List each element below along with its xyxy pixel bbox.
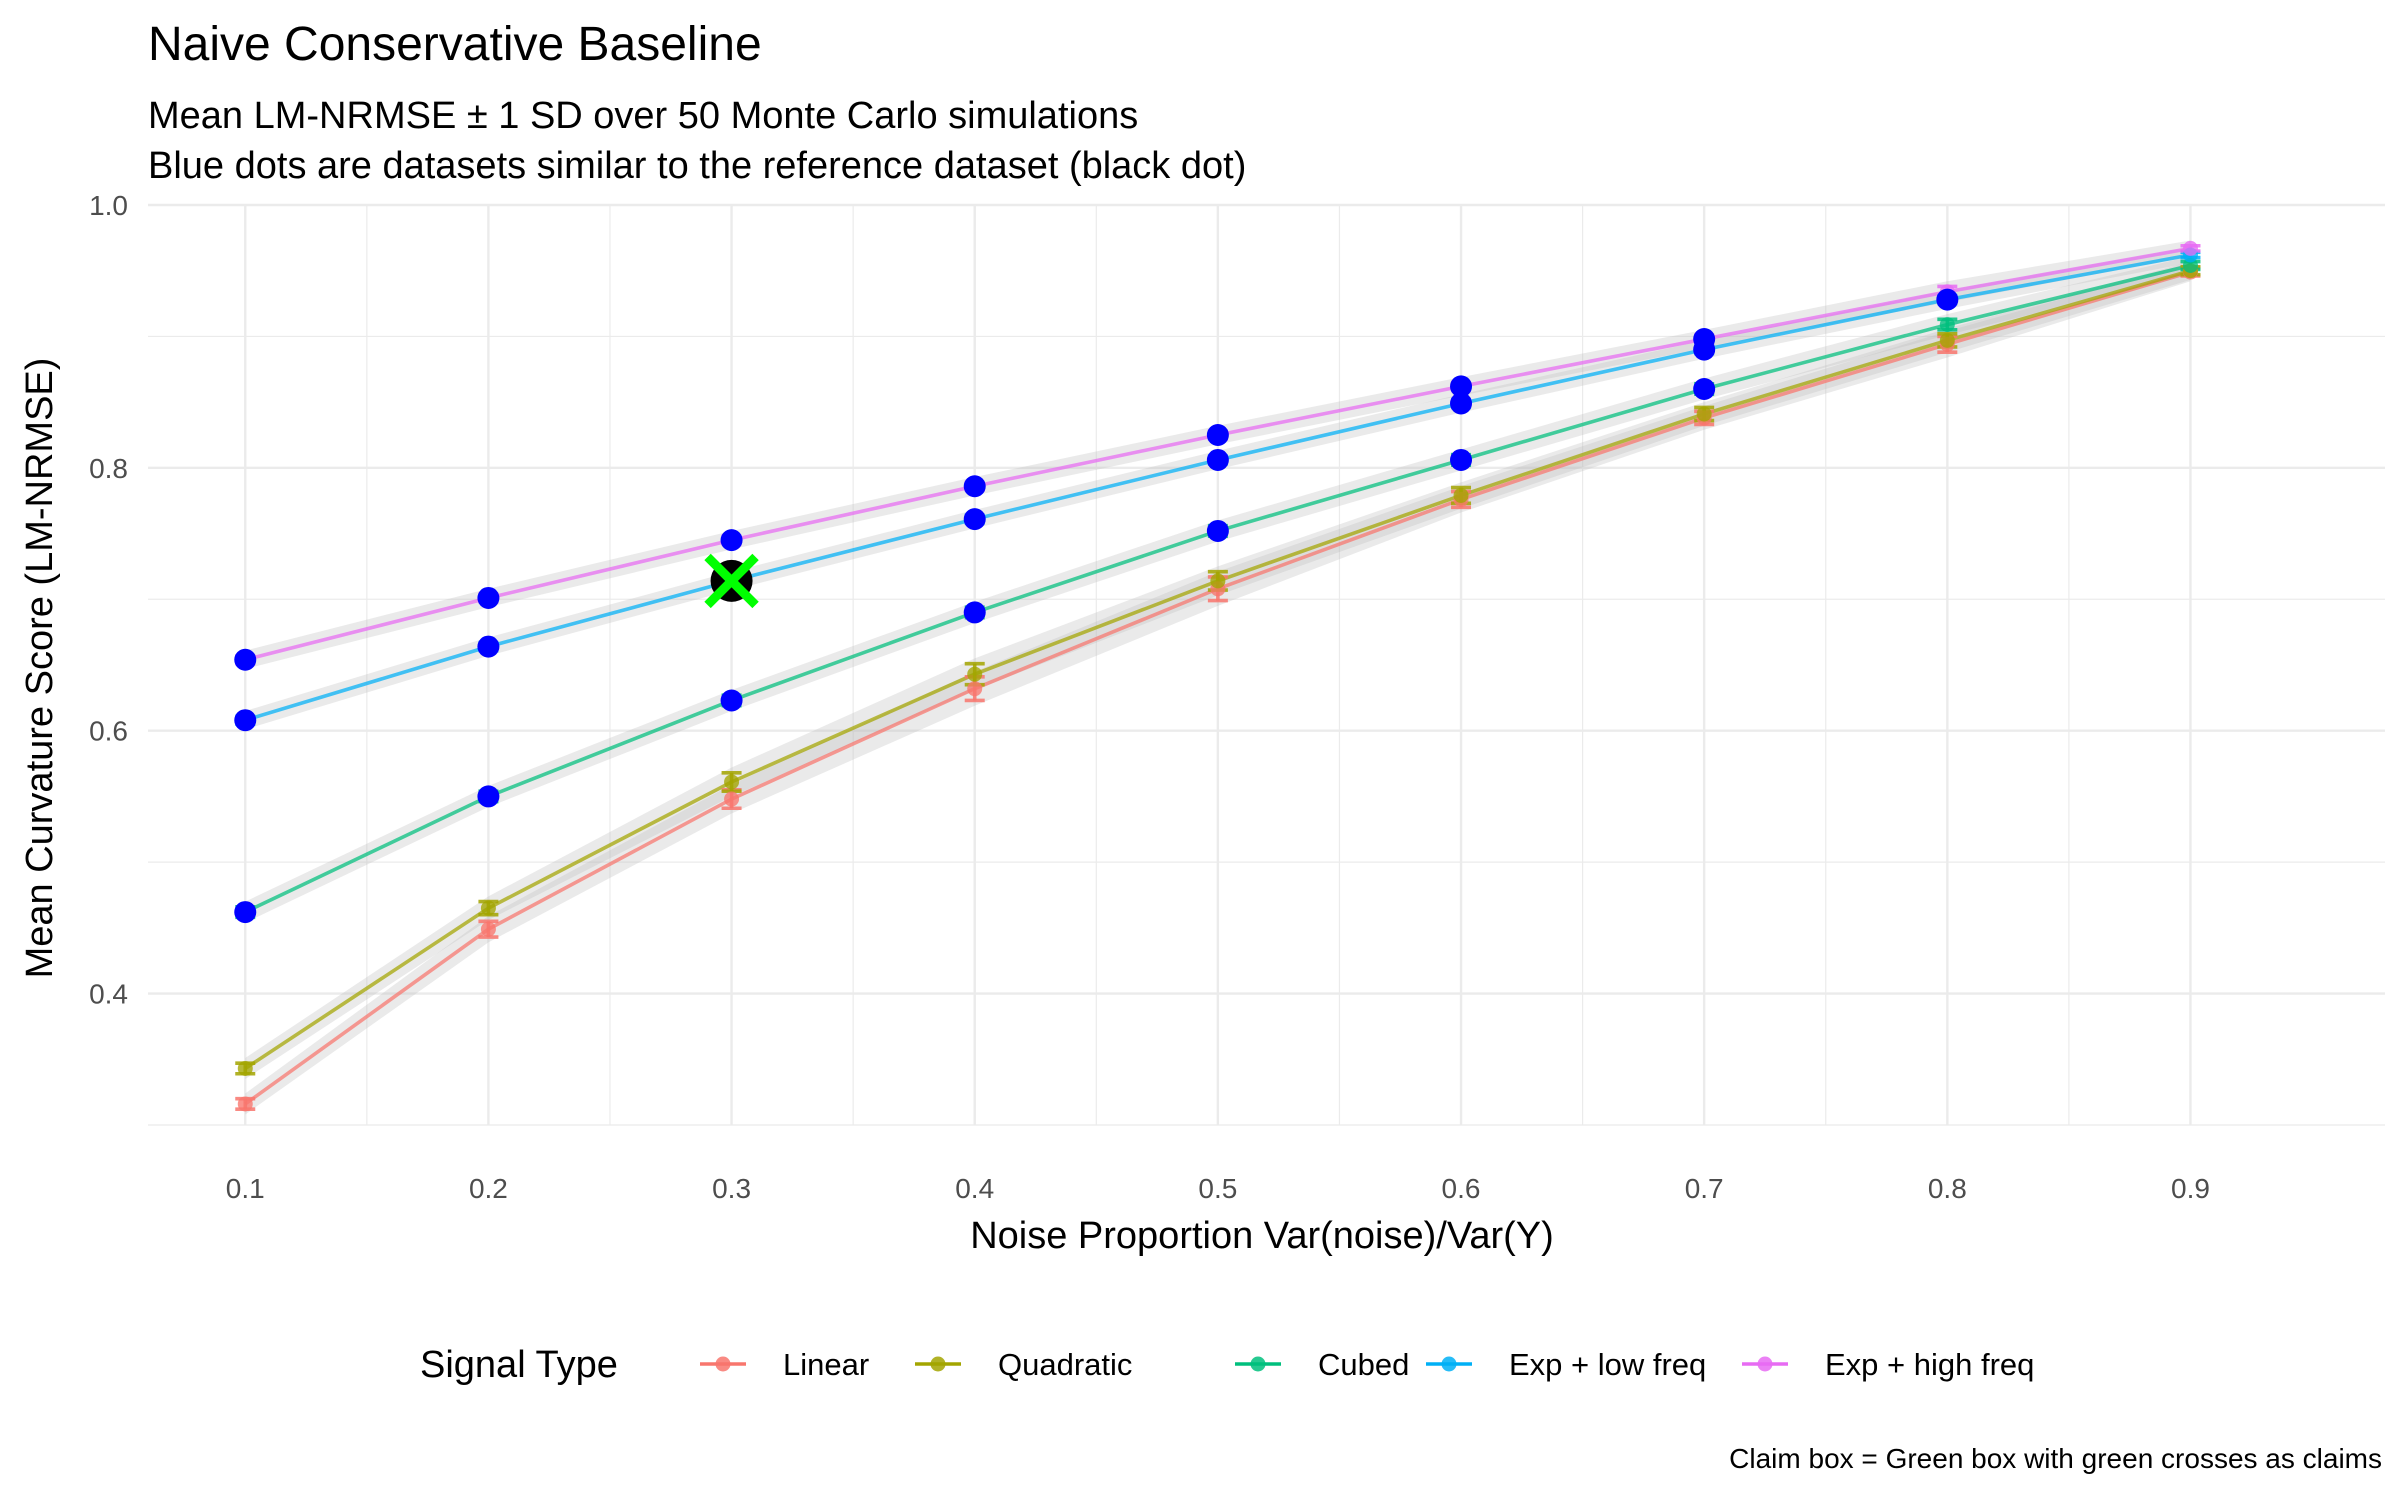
legend-entry-exp-low-freq: Exp + low freq [1426, 1347, 1706, 1382]
legend-key-point [1441, 1356, 1457, 1372]
similar-dataset-points [234, 288, 1959, 924]
similar-dataset-point [1206, 424, 1229, 446]
similar-dataset-point [1450, 392, 1473, 415]
x-tick-label: 0.6 [1442, 1173, 1481, 1204]
sd-ribbon-exp-low-freq [245, 247, 2191, 730]
sd-ribbon-cubed [245, 256, 2191, 923]
similar-dataset-point [234, 901, 257, 924]
data-point-exp-high-freq [2182, 240, 2198, 256]
similar-dataset-point [234, 648, 257, 671]
x-axis-title: Noise Proportion Var(noise)/Var(Y) [970, 1215, 1554, 1257]
legend-key-point [1250, 1356, 1266, 1372]
legend-entries: Linear Quadratic Cubed Exp + low freq Exp + … [700, 1347, 2034, 1382]
data-point-quadratic [724, 774, 740, 790]
x-tick-label: 0.3 [712, 1173, 751, 1204]
chart-subtitle-line-1: Mean LM-NRMSE ± 1 SD over 50 Monte Carlo… [148, 95, 1138, 137]
data-point-quadratic [237, 1060, 253, 1076]
claim-cross [704, 553, 759, 609]
y-tick-label: 1.0 [89, 190, 128, 221]
x-tick-label: 0.1 [226, 1173, 265, 1204]
legend-label: Quadratic [998, 1347, 1132, 1382]
similar-dataset-point [477, 586, 500, 609]
x-tick-label: 0.5 [1198, 1173, 1237, 1204]
similar-dataset-point [720, 529, 743, 552]
legend-key-point [715, 1356, 731, 1372]
grid-lines [148, 203, 2385, 1126]
similar-dataset-point [1206, 448, 1229, 471]
similar-dataset-point [963, 601, 986, 624]
chart-subtitle-line-2: Blue dots are datasets similar to the re… [148, 145, 1246, 187]
similar-dataset-point [1693, 328, 1716, 351]
x-tick-label: 0.2 [469, 1173, 508, 1204]
legend-key-point [1757, 1356, 1773, 1372]
legend-entry-exp-high-freq: Exp + high freq [1742, 1347, 2034, 1382]
similar-dataset-point [963, 475, 986, 498]
legend-entry-quadratic: Quadratic [915, 1347, 1132, 1382]
data-point-quadratic [1939, 332, 1955, 348]
claim-markers [704, 553, 759, 609]
x-tick-label: 0.8 [1928, 1173, 1967, 1204]
chart-title: Naive Conservative Baseline [148, 18, 762, 71]
legend-label: Cubed [1318, 1347, 1409, 1382]
plot-panel [148, 203, 2385, 1126]
similar-dataset-point [477, 785, 500, 808]
x-tick-label: 0.7 [1685, 1173, 1724, 1204]
claim-cross-stroke-2 [704, 553, 759, 609]
data-point-quadratic [1696, 406, 1712, 422]
data-point-quadratic [967, 666, 983, 682]
data-point-quadratic [1453, 487, 1469, 503]
chart-caption: Claim box = Green box with green crosses… [1729, 1443, 2382, 1474]
legend-label: Linear [783, 1347, 869, 1382]
legend-label: Exp + high freq [1825, 1347, 2034, 1382]
legend-entry-linear: Linear [700, 1347, 869, 1382]
legend: Signal Type Linear Quadratic Cubed Exp + lo… [420, 1344, 2034, 1386]
data-point-linear [237, 1096, 253, 1112]
similar-dataset-point [1206, 519, 1229, 542]
similar-dataset-point [1450, 448, 1473, 471]
data-point-linear [967, 681, 983, 697]
legend-label: Exp + low freq [1509, 1347, 1706, 1382]
x-axis-ticks: 0.1 0.2 0.3 0.4 0.5 0.6 0.7 0.8 0.9 [226, 1173, 2210, 1204]
x-tick-label: 0.4 [955, 1173, 994, 1204]
similar-dataset-point [477, 635, 500, 658]
y-tick-label: 0.8 [89, 453, 128, 484]
similar-dataset-point [234, 709, 257, 732]
data-point-cubed [2182, 257, 2198, 273]
similar-dataset-point [720, 689, 743, 712]
y-tick-label: 0.6 [89, 716, 128, 747]
similar-dataset-point [1936, 288, 1959, 311]
x-tick-label: 0.9 [2171, 1173, 2210, 1204]
data-point-quadratic [480, 900, 496, 916]
similar-dataset-point [963, 508, 986, 531]
legend-title: Signal Type [420, 1344, 618, 1386]
similar-dataset-point [1693, 378, 1716, 400]
data-point-linear [724, 791, 740, 807]
legend-entry-cubed: Cubed [1235, 1347, 1409, 1382]
y-axis-ticks: 0.4 0.6 0.8 1.0 [89, 190, 128, 1010]
legend-key-point [930, 1356, 946, 1372]
data-point-cubed [1939, 317, 1955, 333]
y-axis-title: Mean Curvature Score (LM-NRMSE) [19, 358, 61, 979]
similar-dataset-point [1450, 375, 1473, 398]
data-point-quadratic [1210, 573, 1226, 589]
y-tick-label: 0.4 [89, 979, 128, 1010]
data-point-linear [480, 921, 496, 937]
